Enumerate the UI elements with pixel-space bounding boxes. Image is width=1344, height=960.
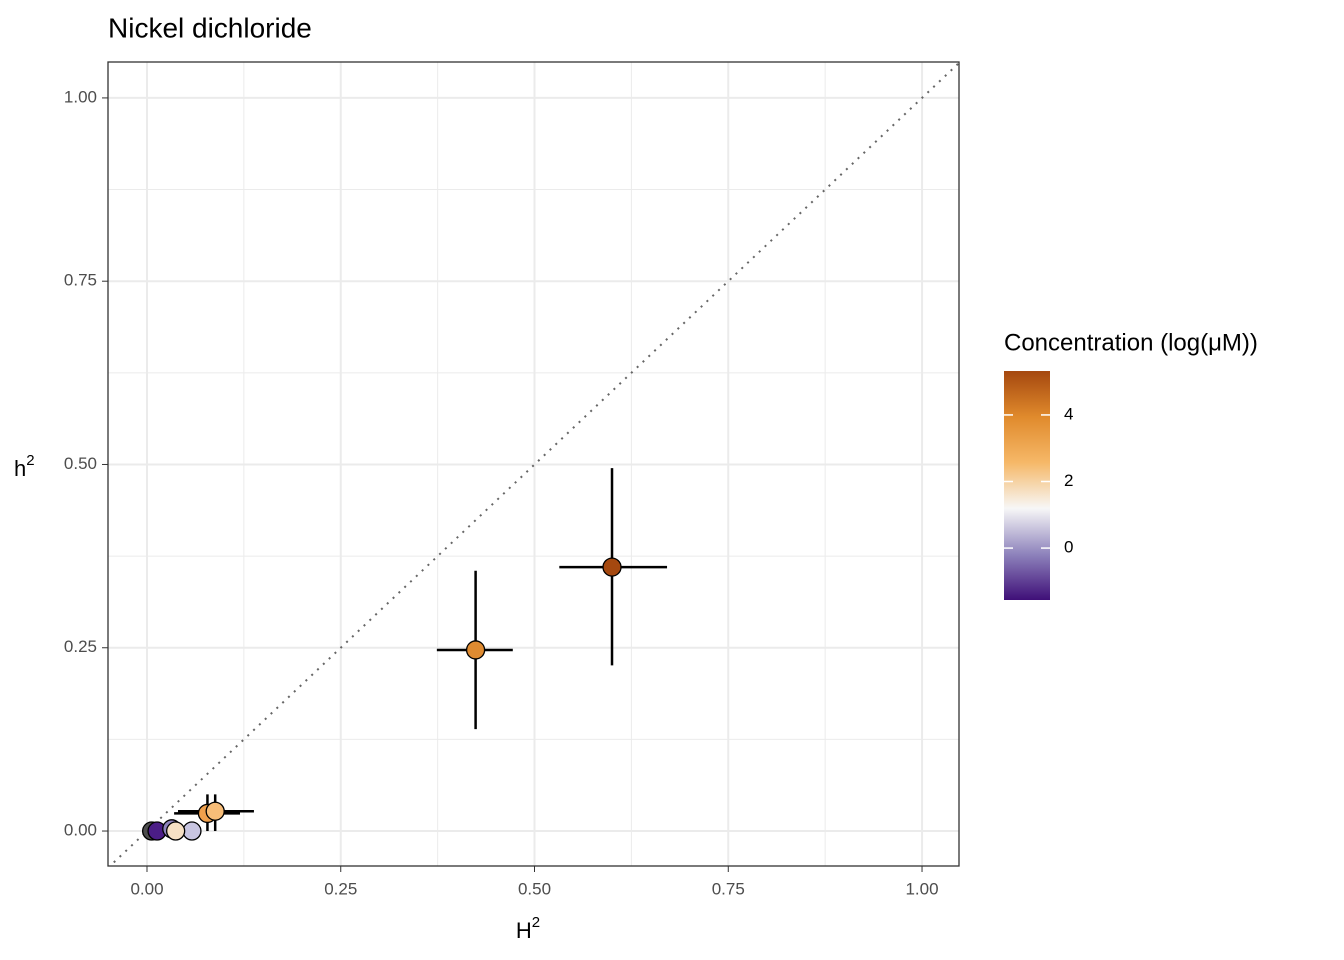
point xyxy=(465,640,486,660)
y-axis-label-base: h xyxy=(14,456,26,481)
x-tick-label: 0.75 xyxy=(712,879,745,898)
point xyxy=(205,801,225,821)
colorbar-tick-label: 0 xyxy=(1064,538,1073,557)
colorbar xyxy=(1004,371,1050,600)
x-axis-label-base: H xyxy=(516,918,532,943)
identity-line xyxy=(108,62,959,866)
y-tick-label: 0.00 xyxy=(64,821,97,840)
points xyxy=(141,468,668,841)
plot-border xyxy=(107,61,960,867)
point xyxy=(602,557,622,577)
point xyxy=(182,821,202,841)
x-tick-label: 1.00 xyxy=(905,879,938,898)
y-axis-label: h2 xyxy=(14,452,35,481)
y-tick-label: 0.25 xyxy=(64,637,97,656)
x-tick-label: 0.25 xyxy=(324,879,357,898)
colorbar-title: Concentration (log(μM)) xyxy=(1004,329,1258,356)
x-axis-label-sup: 2 xyxy=(532,914,540,931)
colorbar-tick-label: 2 xyxy=(1064,471,1073,490)
colorbar-tick-label: 4 xyxy=(1064,404,1073,423)
point xyxy=(166,821,186,841)
y-tick-label: 0.75 xyxy=(64,271,97,290)
chart-title: Nickel dichloride xyxy=(108,12,312,43)
y-tick-label: 0.50 xyxy=(64,454,97,473)
x-axis-label: H2 xyxy=(516,914,540,943)
y-axis-label-sup: 2 xyxy=(26,452,34,469)
y-tick-label: 1.00 xyxy=(64,87,97,106)
x-tick-label: 0.50 xyxy=(518,879,551,898)
x-tick-label: 0.00 xyxy=(130,879,163,898)
